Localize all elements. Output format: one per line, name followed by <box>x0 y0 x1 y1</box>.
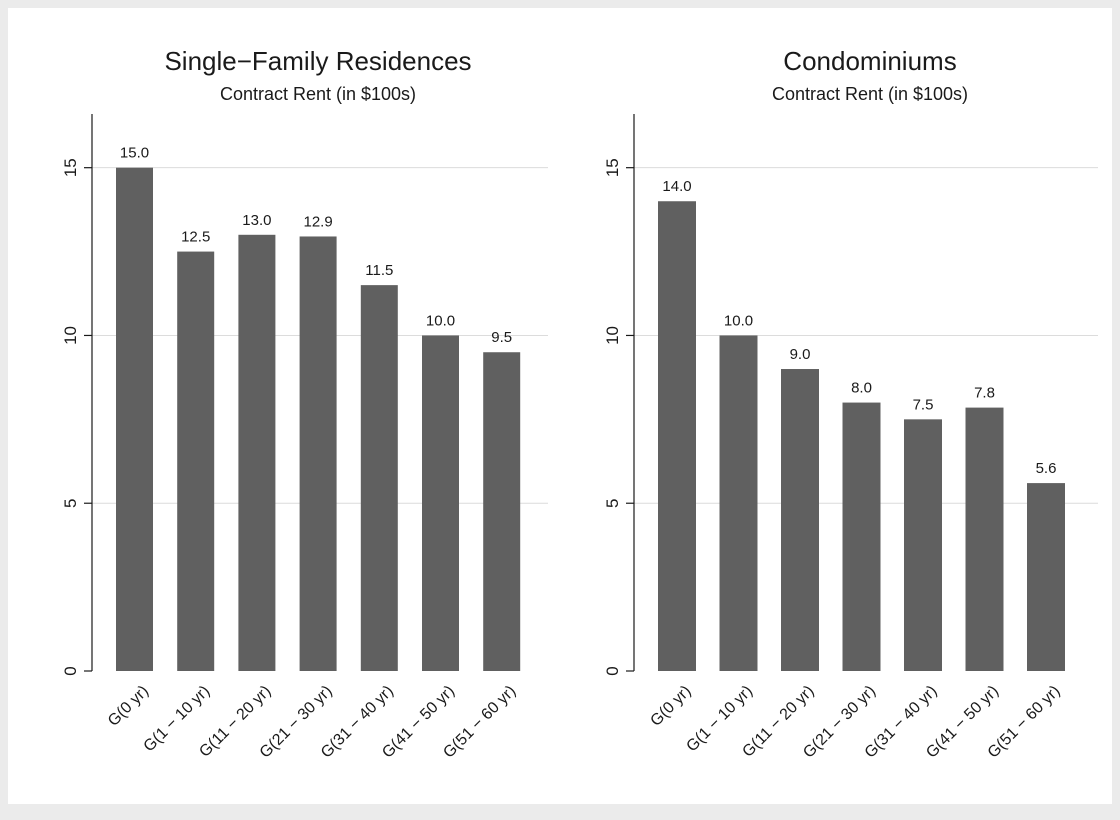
bar <box>719 335 758 671</box>
bar <box>658 201 696 671</box>
bar <box>842 402 881 671</box>
bar <box>299 236 337 671</box>
bar-value-label: 15.0 <box>120 145 149 162</box>
bar <box>483 352 521 671</box>
bar-value-label: 12.9 <box>303 213 332 230</box>
bar <box>904 419 942 671</box>
bar-value-label: 9.5 <box>491 329 512 346</box>
bar-value-label: 5.6 <box>1036 460 1057 477</box>
bar <box>238 234 276 672</box>
bar <box>177 251 215 671</box>
chart-title: Condominiums <box>783 46 956 76</box>
panel-condominiums: Condominiums Contract Rent (in $100s) 0 5… <box>552 8 1104 804</box>
bar-value-label: 13.0 <box>242 212 271 229</box>
x-tick-label: G(0 yr) <box>105 683 152 730</box>
chart-subtitle: Contract Rent (in $100s) <box>772 84 968 104</box>
chart-svg: Condominiums Contract Rent (in $100s) 0 5… <box>603 46 1098 762</box>
y-tick-label: 15 <box>61 158 80 177</box>
bar-value-label: 14.0 <box>662 178 691 195</box>
y-tick-label: 5 <box>61 498 80 507</box>
y-tick-label: 5 <box>603 498 622 507</box>
chart-frame: Single−Family Residences Contract Rent (… <box>8 8 1112 804</box>
chart-svg: Single−Family Residences Contract Rent (… <box>61 46 548 762</box>
y-tick-label: 10 <box>61 326 80 345</box>
bar-value-label: 9.0 <box>790 346 811 363</box>
y-tick-label: 0 <box>61 666 80 675</box>
bar-value-label: 11.5 <box>365 262 393 279</box>
chart-subtitle: Contract Rent (in $100s) <box>220 84 416 104</box>
bar-value-label: 7.5 <box>913 396 934 413</box>
bar-value-label: 8.0 <box>851 380 872 397</box>
bar-value-label: 7.8 <box>974 385 995 402</box>
bar <box>422 335 459 671</box>
bar <box>1027 483 1065 671</box>
bar <box>116 167 153 671</box>
y-tick-label: 0 <box>603 666 622 675</box>
x-tick-label: G(0 yr) <box>647 683 694 730</box>
bar-value-label: 10.0 <box>724 312 753 329</box>
bar-value-label: 12.5 <box>181 229 210 246</box>
panel-single-family: Single−Family Residences Contract Rent (… <box>8 8 560 804</box>
y-tick-label: 10 <box>603 326 622 345</box>
chart-title: Single−Family Residences <box>164 46 471 76</box>
bar <box>781 369 819 671</box>
bar <box>965 407 1004 671</box>
bar-value-label: 10.0 <box>426 312 455 329</box>
y-tick-label: 15 <box>603 158 622 177</box>
bar <box>360 285 398 671</box>
